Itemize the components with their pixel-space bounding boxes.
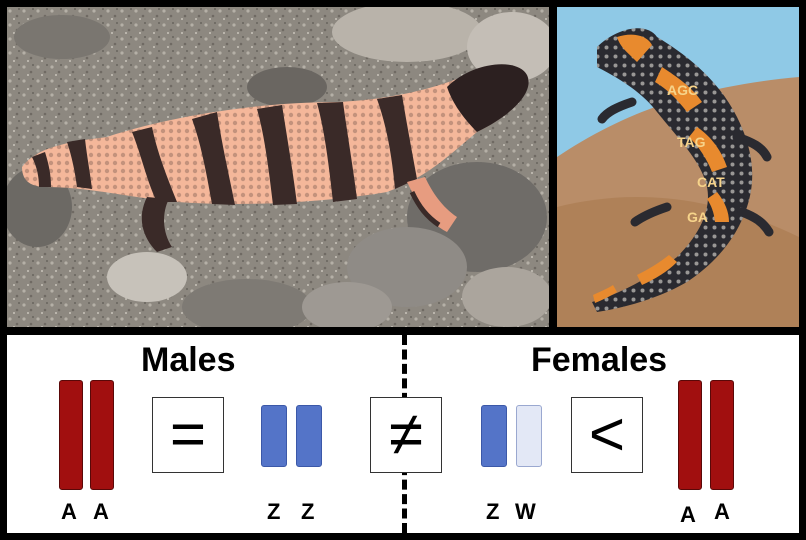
male-z-chromosome-1: [261, 405, 287, 467]
female-sex-chrom-label-1: Z: [486, 499, 500, 524]
female-autosome-1: [678, 380, 702, 490]
male-z-chromosome-2: [296, 405, 322, 467]
male-sex-chrom-label-2: Z: [301, 499, 315, 524]
svg-text:CAT: CAT: [697, 174, 725, 190]
chromosome-comparison-panel: Males Females A A = Z Z ≠ Z W < A A: [7, 335, 799, 533]
females-heading: Females: [531, 341, 668, 379]
gila-monster-photo: [7, 7, 549, 327]
male-operator-box: =: [152, 397, 224, 473]
male-sex-chrom-label-1: Z: [267, 499, 281, 524]
female-autosome-2: [710, 380, 734, 490]
male-autosome-2: [90, 380, 114, 490]
svg-text:AGC: AGC: [667, 82, 698, 98]
male-autosome-1: [59, 380, 83, 490]
male-autosome-label-2: A: [93, 499, 109, 524]
female-sex-chrom-label-2: W: [515, 499, 536, 524]
female-autosome-label-1: A: [680, 502, 696, 527]
female-operator-box: <: [571, 397, 643, 473]
gila-monster-illustration: AGC TAG CAT GA: [557, 7, 799, 327]
males-heading: Males: [141, 341, 236, 379]
female-w-chromosome: [516, 405, 542, 467]
svg-text:TAG: TAG: [677, 134, 706, 150]
svg-text:GA: GA: [687, 209, 708, 225]
middle-operator-box: ≠: [370, 397, 442, 473]
male-autosome-label-1: A: [61, 499, 77, 524]
female-z-chromosome: [481, 405, 507, 467]
female-autosome-label-2: A: [714, 499, 730, 524]
